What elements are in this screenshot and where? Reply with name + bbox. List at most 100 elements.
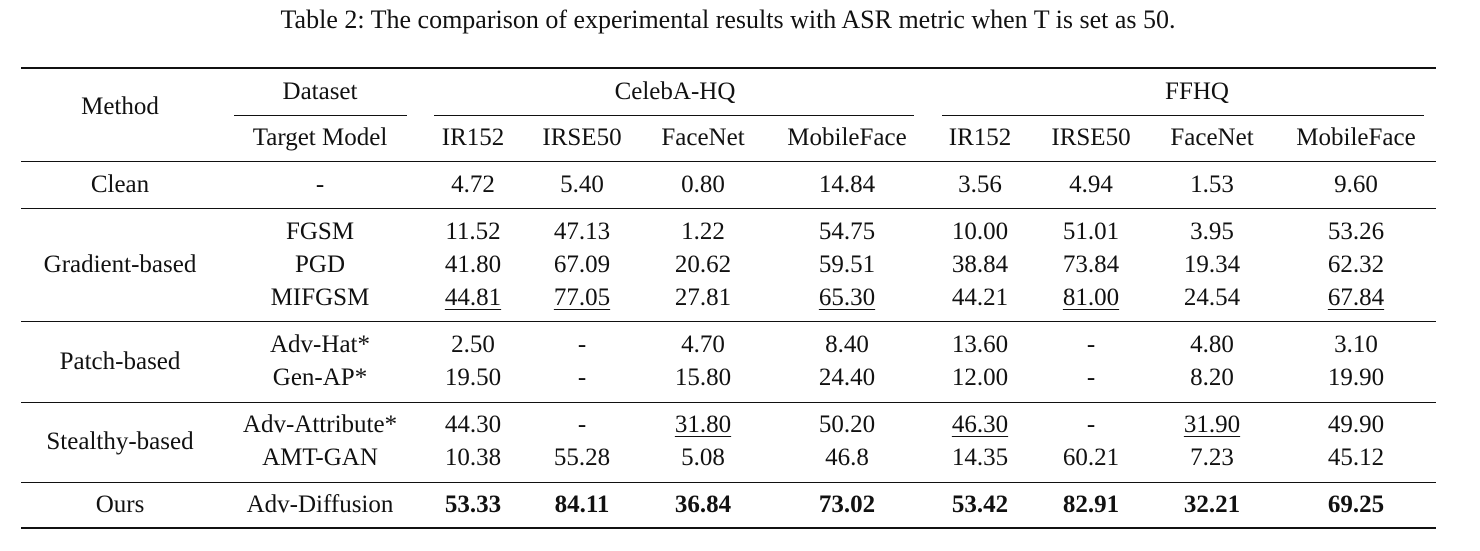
- table-cell: -: [577, 364, 587, 391]
- header-rule: [21, 161, 1436, 162]
- header-model: FaceNet: [1170, 124, 1254, 151]
- table-cell: 53.33: [444, 491, 502, 518]
- group-label: Ours: [95, 491, 145, 518]
- table-cell: 69.25: [1327, 491, 1385, 518]
- header-method: Method: [81, 93, 159, 120]
- table-cell: 51.01: [1062, 218, 1120, 245]
- table-cell: 19.34: [1183, 251, 1241, 278]
- table-cell: 3.10: [1334, 331, 1378, 358]
- group-rule: [21, 208, 1436, 209]
- table-cell: 1.22: [681, 218, 725, 245]
- table-cell: 0.80: [681, 171, 725, 198]
- header-model: IRSE50: [1051, 124, 1131, 151]
- table-cell: 3.56: [958, 171, 1002, 198]
- table-cell: 44.21: [951, 284, 1009, 311]
- group-label: Patch-based: [59, 347, 181, 375]
- table-cell: 27.81: [674, 284, 732, 311]
- table-cell: 44.30: [444, 411, 502, 438]
- group-label: Gradient-based: [43, 251, 197, 278]
- table-cell: 10.00: [951, 218, 1009, 245]
- method-name: PGD: [294, 251, 346, 278]
- table-cell: 31.80: [674, 411, 732, 438]
- table-cell: 2.50: [451, 331, 495, 358]
- table-cell: 10.38: [444, 444, 502, 471]
- table-cell: 59.51: [818, 251, 876, 278]
- table-cell: 20.62: [674, 251, 732, 278]
- header-model: MobileFace: [1296, 124, 1416, 151]
- table-cell: 81.00: [1062, 284, 1120, 311]
- ffhq-underline: [942, 115, 1424, 116]
- table-cell: 31.90: [1183, 411, 1241, 438]
- method-name: Adv-Hat*: [270, 331, 370, 358]
- table-cell: 1.53: [1190, 171, 1234, 198]
- table-cell: 47.13: [553, 218, 611, 245]
- table-cell: 38.84: [951, 251, 1009, 278]
- table-cell: 46.8: [825, 444, 869, 471]
- table-cell: 5.08: [681, 444, 725, 471]
- table-cell: 24.40: [818, 364, 876, 391]
- table-cell: 12.00: [951, 364, 1009, 391]
- method-name: Adv-Diffusion: [246, 491, 394, 518]
- table-cell: 4.70: [681, 331, 725, 358]
- method-name: FGSM: [285, 218, 355, 245]
- table-cell: 45.12: [1327, 444, 1385, 471]
- table-cell: 53.42: [951, 491, 1009, 518]
- group-label: Clean: [90, 171, 150, 198]
- method-name: -: [315, 171, 325, 198]
- table-cell: 19.90: [1327, 364, 1385, 391]
- header-dataset-ffhq: FFHQ: [1165, 78, 1229, 105]
- bottom-rule: [21, 527, 1436, 529]
- table-cell: 4.94: [1069, 171, 1113, 198]
- table-cell: -: [1086, 331, 1096, 358]
- table-cell: 46.30: [951, 411, 1009, 438]
- method-name: Adv-Attribute*: [242, 411, 398, 438]
- table-cell: -: [577, 411, 587, 438]
- method-name: AMT-GAN: [262, 444, 378, 471]
- table-cell: 50.20: [818, 411, 876, 438]
- celeba-underline: [434, 115, 914, 116]
- table-cell: 67.09: [553, 251, 611, 278]
- table-cell: 77.05: [553, 284, 611, 311]
- table-cell: 14.84: [818, 171, 876, 198]
- method-name: Gen-AP*: [272, 364, 368, 391]
- group-rule: [21, 482, 1436, 483]
- table-cell: 8.40: [825, 331, 869, 358]
- table-cell: 73.02: [818, 491, 876, 518]
- header-model: IR152: [441, 124, 505, 151]
- table-cell: 32.21: [1183, 491, 1241, 518]
- header-dataset-celeba: CelebA-HQ: [614, 78, 736, 105]
- header-model: FaceNet: [661, 124, 745, 151]
- table-caption: Table 2: The comparison of experimental …: [280, 5, 1176, 34]
- group-label: Stealthy-based: [46, 427, 194, 455]
- group-rule: [21, 321, 1436, 322]
- table-cell: -: [577, 331, 587, 358]
- header-model: IR152: [948, 124, 1012, 151]
- table-cell: 14.35: [951, 444, 1009, 471]
- table-cell: 62.32: [1327, 251, 1385, 278]
- method-name: MIFGSM: [270, 284, 370, 311]
- table-cell: 7.23: [1190, 444, 1234, 471]
- table-cell: 49.90: [1327, 411, 1385, 438]
- table-cell: 55.28: [553, 444, 611, 471]
- table-cell: 54.75: [818, 218, 876, 245]
- table-cell: 60.21: [1062, 444, 1120, 471]
- dataset-underline: [234, 115, 407, 116]
- header-dataset: Dataset: [282, 78, 358, 105]
- table-cell: 15.80: [674, 364, 732, 391]
- header-model: MobileFace: [787, 124, 907, 151]
- table-cell: 24.54: [1183, 284, 1241, 311]
- table-cell: 8.20: [1190, 364, 1234, 391]
- table-cell: 82.91: [1062, 491, 1120, 518]
- table-cell: 3.95: [1190, 218, 1234, 245]
- table-cell: 44.81: [444, 284, 502, 311]
- table-cell: 13.60: [951, 331, 1009, 358]
- group-rule: [21, 402, 1436, 403]
- table-cell: 19.50: [444, 364, 502, 391]
- table-cell: 53.26: [1327, 218, 1385, 245]
- table-cell: 65.30: [818, 284, 876, 311]
- table-cell: 11.52: [445, 218, 501, 245]
- table-cell: -: [1086, 364, 1096, 391]
- table-cell: 5.40: [560, 171, 604, 198]
- header-model: IRSE50: [542, 124, 622, 151]
- table-cell: -: [1086, 411, 1096, 438]
